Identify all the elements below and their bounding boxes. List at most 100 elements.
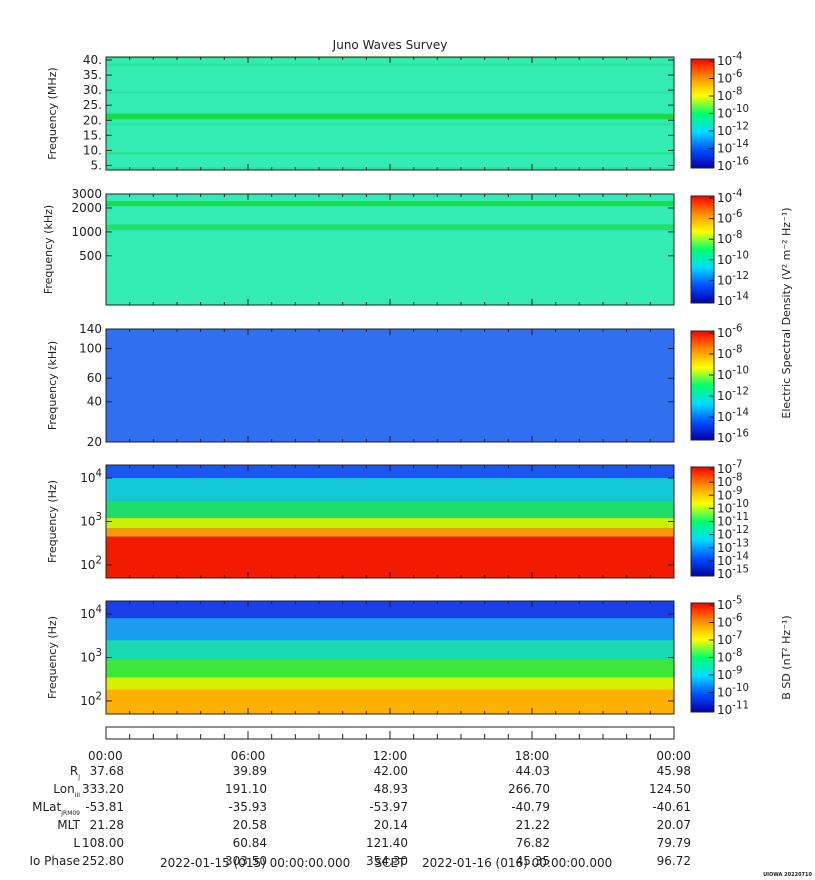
spectral-band [106,224,674,231]
colorbar-tick-label: 10-10 [717,366,749,382]
panel-5: 102 103 104 Frequency (Hz) 10-510-6 10-710-8 1… [46,596,793,717]
y-tick-label: 15. [83,128,102,142]
colorbar-tick-label: 10-4 [717,52,742,68]
y-tick-label: 104 [80,605,102,621]
spectral-band [106,618,674,641]
ephemeris-value: 79.79 [657,836,691,850]
ephemeris-value: -35.93 [228,800,267,814]
spectral-band [106,518,674,529]
panel-4: 102 103 104 Frequency (Hz) 10-710-810-910-10… [46,460,749,581]
ephemeris-value: 96.72 [657,854,691,868]
spectral-band [106,536,674,578]
colorbar-tick-label: 10-15 [717,565,749,581]
time-tick-label: 06:00 [231,749,266,763]
y-tick-label: 60 [87,371,102,385]
y-axis-label: Frequency (Hz) [46,616,59,699]
ephemeris-value: -53.97 [369,800,408,814]
time-axis: 00:00 06:00 12:00 18:00 00:00 [88,726,691,763]
time-tick-label: 00:00 [656,749,691,763]
colorbar-tick-label: 10-12 [717,271,749,287]
spectral-band [106,152,674,155]
ephemeris-label: L [73,836,80,850]
y-axis-label: Frequency (MHz) [46,67,59,159]
ephemeris-value: 60.84 [233,836,267,850]
ephemeris-label: LonIII [53,782,80,799]
colorbar-tick-label: 10-10 [717,250,749,266]
y-tick-label: 500 [79,249,102,263]
ephemeris-value: 354.30 [366,854,408,868]
y-axis-label: Frequency (kHz) [42,205,55,294]
ephemeris-value: 20.58 [233,818,267,832]
colorbar-tick-label: 10-9 [717,666,742,682]
colorbar-tick-label: 10-14 [717,551,749,567]
spectral-band [106,478,674,501]
colorbar-tick-label: 10-10 [717,104,749,120]
colorbar-tick-label: 10-6 [717,209,742,225]
footer: 2022-01-15 (015) 00:00:00.000 SCET 2022-… [160,856,813,878]
colorbar-tick-label: 10-11 [717,512,749,528]
time-tick-label: 00:00 [88,749,123,763]
ephemeris-value: 42.00 [374,764,408,778]
ephemeris-value: 39.89 [233,764,267,778]
colorbar-tick-label: 10-12 [717,525,749,541]
colorbar-tick-label: 10-14 [717,139,749,155]
footer-end-time: 2022-01-16 (016) 00:00:00.000 [422,856,612,870]
ephemeris-value: 21.28 [90,818,124,832]
ephemeris-value: 48.93 [374,782,408,796]
colorbar-tick-label: 10-8 [717,230,742,246]
ephemeris-table: RJ 37.68 39.89 42.00 44.03 45.98 LonIII 333.20 1… [29,764,691,868]
colorbar-tick-label: 10-11 [717,701,749,717]
y-tick-label: 10. [83,143,102,157]
spectral-band [106,677,674,690]
colorbar-tick-label: 10-9 [717,486,742,502]
ephemeris-value: 20.07 [657,818,691,832]
panel-background [106,329,674,442]
colorbar-label: Electric Spectral Density (V² m⁻² Hz⁻¹) [780,207,793,418]
ephemeris-label: MLT [57,818,80,832]
ephemeris-value: 44.03 [516,764,550,778]
colorbar-tick-label: 10-8 [717,473,742,489]
ephemeris-value: 20.14 [374,818,408,832]
spectral-band [106,122,674,126]
ephemeris-value: 45.35 [516,854,550,868]
panel-3: 20 40 60 100 140 Frequency (kHz) 10-6 10-8 10-10… [46,322,749,449]
spectral-band [106,91,674,94]
ephemeris-value: 76.82 [516,836,550,850]
spectrogram-panels: 5.10.15.20.25.30.35.40. Frequency (MHz) 10… [42,52,793,717]
colorbar [690,195,715,304]
ephemeris-label: MLatJRM09 [32,800,80,817]
chart-title: Juno Waves Survey [332,38,448,52]
spectral-band [106,63,674,67]
panel-1: 5.10.15.20.25.30.35.40. Frequency (MHz) 10… [46,52,749,173]
panel-background [106,194,674,305]
spectral-band [106,500,674,519]
colorbar-tick-label: 10-4 [717,189,742,205]
y-tick-label: 20 [87,435,102,449]
y-tick-label: 103 [80,648,102,664]
colorbar-tick-label: 10-12 [717,122,749,138]
spectral-band [106,113,674,120]
colorbar-tick-label: 10-13 [717,538,749,554]
spectral-band [106,659,674,678]
y-tick-label: 5. [91,158,102,172]
ephemeris-value: 21.22 [516,818,550,832]
spectral-band [106,640,674,660]
ephemeris-value: 124.50 [649,782,691,796]
ephemeris-label: Io Phase [29,854,80,868]
y-tick-label: 102 [80,692,102,708]
ephemeris-value: 191.10 [225,782,267,796]
y-tick-label: 1000 [71,225,102,239]
y-tick-label: 104 [80,469,102,485]
colorbar [690,330,715,441]
footer-stamp: UIOWA 20220710 [763,872,812,878]
y-tick-label: 25. [83,98,102,112]
colorbar-tick-label: 10-10 [717,499,749,515]
colorbar-tick-label: 10-14 [717,408,749,424]
y-tick-label: 40 [87,395,102,409]
y-tick-label: 30. [83,83,102,97]
colorbar-tick-label: 10-6 [717,613,742,629]
colorbar-label: B SD (nT² Hz⁻¹) [780,615,793,699]
ephemeris-value: -40.79 [511,800,550,814]
